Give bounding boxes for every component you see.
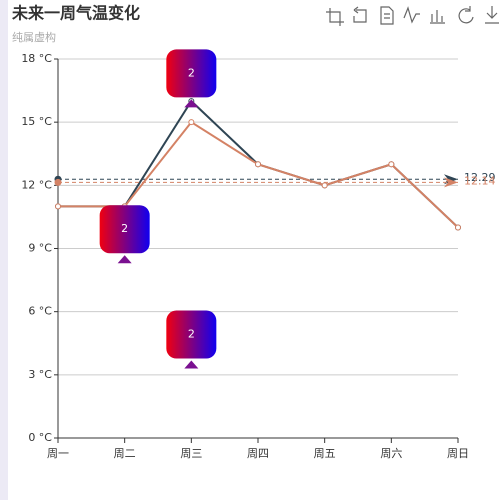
average-start xyxy=(54,178,62,186)
data-point xyxy=(255,161,261,168)
data-point xyxy=(321,182,328,189)
mark-point-label: 2 xyxy=(121,222,128,235)
tool-line[interactable] xyxy=(403,6,420,24)
mark-point-label: 2 xyxy=(188,328,195,341)
x-tick-label: 周五 xyxy=(314,447,336,460)
mark-point xyxy=(166,49,217,98)
average-label: 12.29 xyxy=(464,171,496,184)
x-tick-label: 周四 xyxy=(247,447,269,460)
data-point xyxy=(55,203,61,210)
mark-point-label: 2 xyxy=(188,66,195,79)
chart-title: 未来一周气温变化 xyxy=(11,4,140,23)
tool-back[interactable] xyxy=(353,6,367,23)
data-point xyxy=(388,161,395,168)
y-tick-label: 3 °C xyxy=(28,368,52,381)
x-tick-label: 周三 xyxy=(180,447,202,460)
mark-point xyxy=(166,310,217,359)
average-arrow xyxy=(444,177,458,188)
mark-point-tip xyxy=(184,99,199,108)
data-point xyxy=(188,119,195,126)
y-tick-label: 12 °C xyxy=(21,178,52,191)
toolbox[interactable] xyxy=(326,6,499,26)
mark-point-tip xyxy=(117,255,132,264)
chart-subtitle: 纯属虚构 xyxy=(12,30,56,44)
x-tick-label: 周日 xyxy=(447,447,469,460)
x-tick-label: 周六 xyxy=(380,447,402,460)
x-tick-label: 周一 xyxy=(47,447,69,460)
x-tick-label: 周二 xyxy=(114,447,136,460)
tool-restore[interactable] xyxy=(458,6,474,24)
y-tick-label: 0 °C xyxy=(28,431,52,444)
mark-point xyxy=(99,205,150,254)
y-tick-label: 6 °C xyxy=(28,305,52,318)
tool-zoom[interactable] xyxy=(326,8,344,26)
y-tick-label: 9 °C xyxy=(28,242,52,255)
mark-point-tip xyxy=(184,360,199,369)
y-tick-label: 18 °C xyxy=(21,52,52,65)
tool-save[interactable] xyxy=(485,6,499,24)
side-strip xyxy=(0,0,8,500)
tool-bar[interactable] xyxy=(430,10,445,24)
y-tick-label: 15 °C xyxy=(21,115,52,128)
tool-data[interactable] xyxy=(380,6,394,25)
average-label: 12.14 xyxy=(464,174,496,187)
data-point xyxy=(455,224,461,231)
